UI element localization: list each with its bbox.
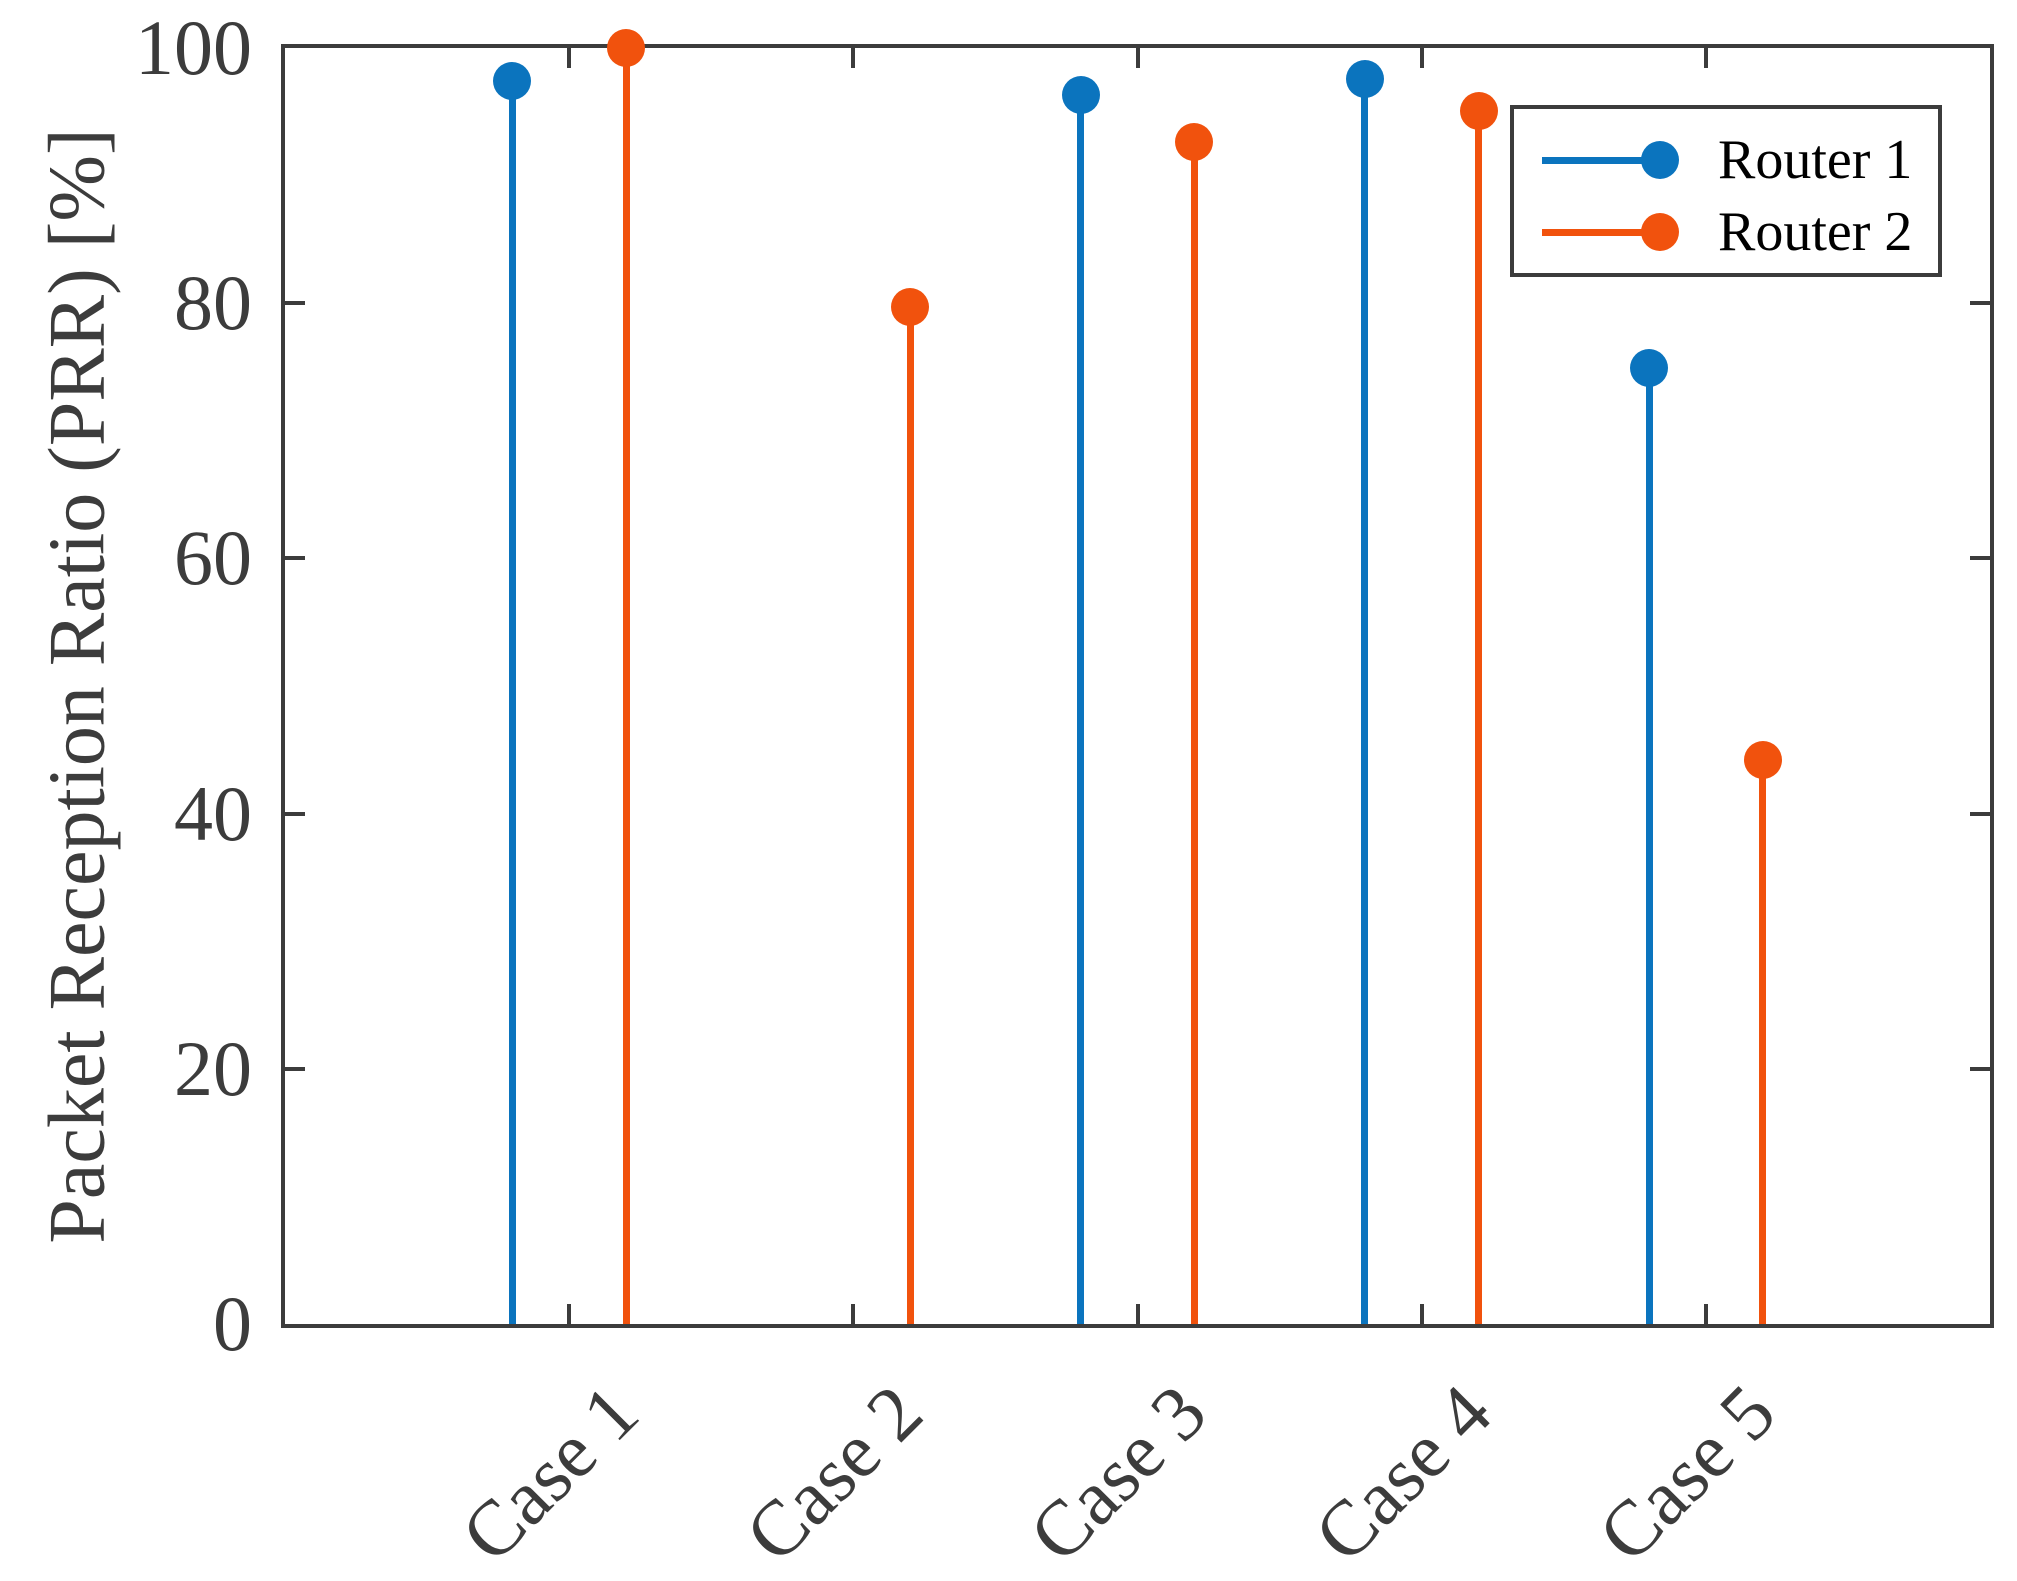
stem [1475, 110, 1482, 1324]
y-tick-right [1970, 301, 1990, 306]
y-tick-label: 60 [174, 514, 252, 602]
x-tick-label: Case 3 [1012, 1367, 1223, 1578]
x-tick-bottom [1135, 1304, 1140, 1324]
y-tick-label: 20 [174, 1024, 252, 1112]
stem-marker [1630, 349, 1668, 388]
stem-marker [1175, 123, 1214, 162]
x-tick-label: Case 1 [444, 1367, 655, 1578]
y-tick-left [285, 1066, 305, 1071]
stem-marker [1459, 91, 1498, 130]
y-tick-right [1970, 1066, 1990, 1071]
y-tick-left [285, 301, 305, 306]
x-tick-label: Case 2 [728, 1367, 939, 1578]
y-tick-label: 40 [174, 769, 252, 857]
stem [508, 81, 516, 1324]
x-tick-bottom [1419, 1304, 1424, 1324]
stem-marker [891, 288, 930, 327]
stem [622, 48, 630, 1324]
x-tick-top [567, 48, 572, 68]
y-tick-labels: 0 20 40 60 80 100 [0, 0, 252, 1581]
stem [1190, 142, 1198, 1324]
x-tick-top [1135, 48, 1140, 68]
x-tick-label: Case 5 [1581, 1367, 1792, 1578]
y-tick-left [285, 811, 305, 816]
stem [906, 307, 914, 1324]
y-tick-right [1970, 556, 1990, 561]
legend-label: Router 1 [1718, 129, 1913, 191]
legend-marker-icon [1641, 141, 1679, 179]
stem [1645, 368, 1653, 1324]
stem [1077, 95, 1085, 1324]
legend-marker-icon [1641, 213, 1679, 251]
stem [1759, 760, 1767, 1324]
y-tick-left [285, 556, 305, 561]
stem-marker [493, 62, 532, 101]
y-tick-label: 0 [213, 1280, 252, 1367]
x-tick-bottom [567, 1304, 572, 1324]
x-tick-bottom [851, 1304, 856, 1324]
legend-label: Router 2 [1718, 201, 1913, 263]
stem [1361, 78, 1369, 1324]
stem-marker [1061, 76, 1100, 115]
stem-marker [1743, 741, 1782, 779]
x-tick-top [1419, 48, 1424, 68]
legend-line-sample [1542, 229, 1660, 236]
y-tick-right [1970, 811, 1990, 816]
legend-box: Router 1 Router 2 [1510, 105, 1942, 277]
y-tick-label: 100 [135, 4, 252, 91]
x-tick-top [851, 48, 856, 68]
stem-marker [607, 29, 645, 67]
stem-marker [1345, 59, 1384, 98]
y-tick-label: 80 [174, 259, 252, 347]
legend-line-sample [1542, 157, 1660, 164]
x-tick-top [1703, 48, 1708, 68]
x-tick-label: Case 4 [1296, 1367, 1508, 1578]
x-tick-bottom [1703, 1304, 1708, 1324]
